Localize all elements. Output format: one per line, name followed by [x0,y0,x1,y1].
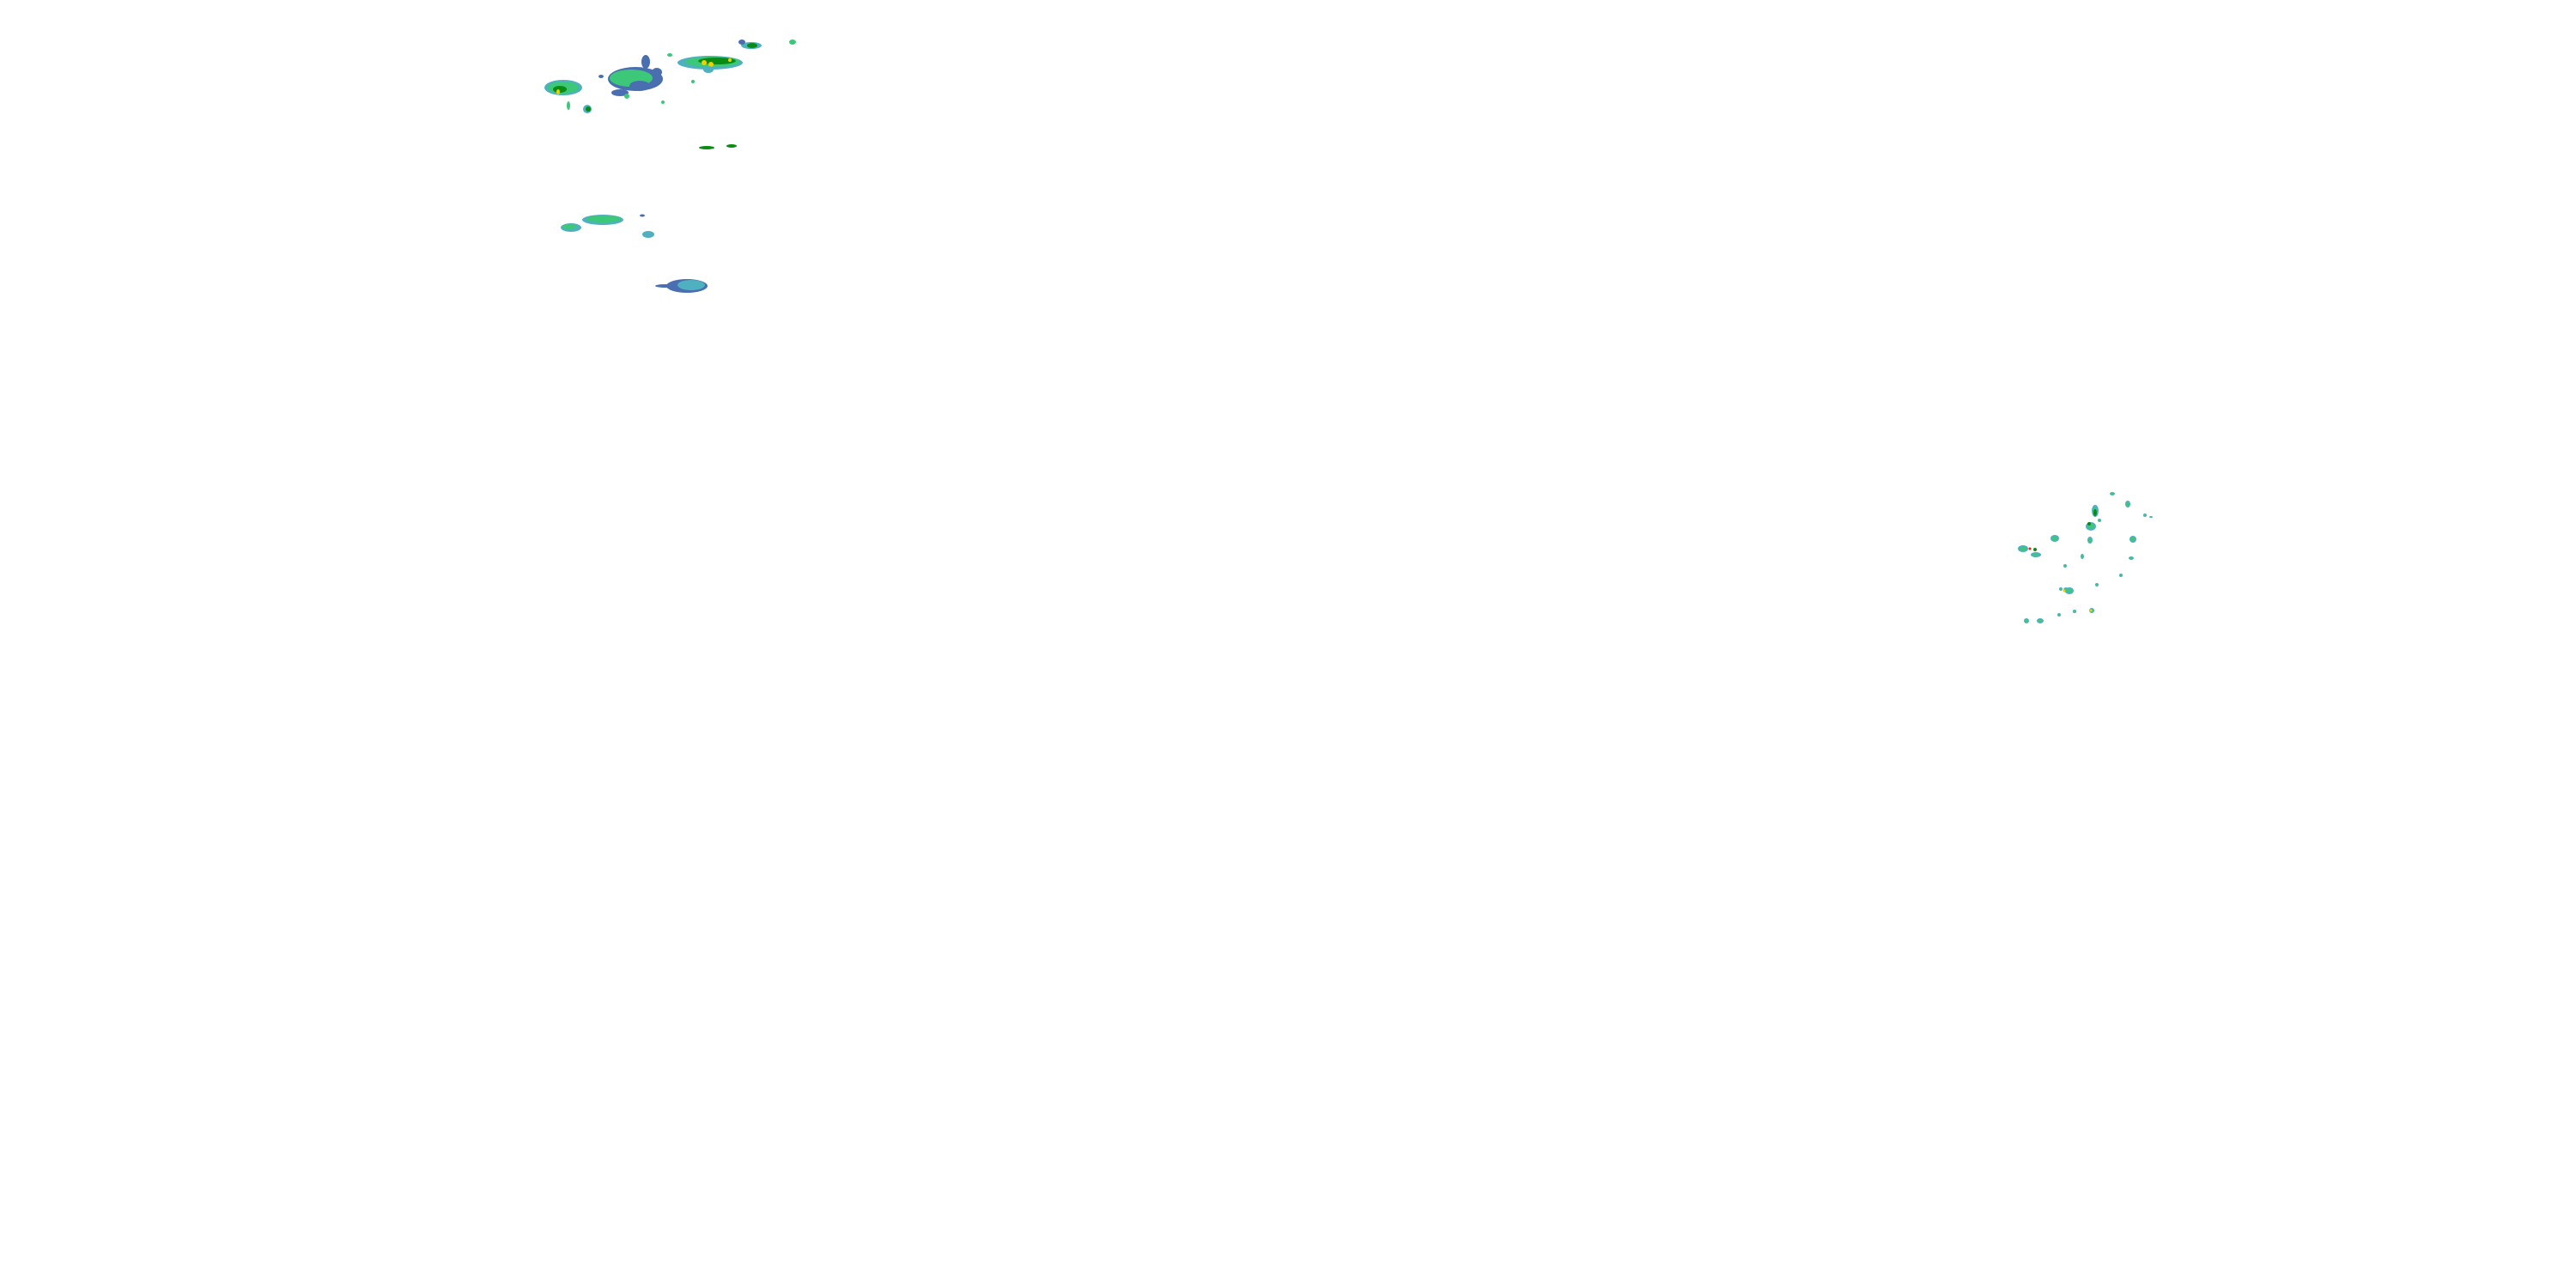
precipitation-cell [667,53,672,57]
precipitation-cell [586,216,621,222]
precipitation-cell [661,100,665,104]
precipitation-cell [642,231,654,238]
precipitation-cell [2033,548,2037,551]
precipitation-cell [747,43,757,48]
precipitation-cell [652,68,662,76]
precipitation-cell [611,89,629,96]
precipitation-cell [702,60,707,65]
precipitation-cell [2093,509,2097,516]
precipitation-cell [2126,501,2129,507]
precipitation-cell [567,101,570,110]
precipitation-cell [2052,536,2057,541]
precipitation-cell [655,284,676,288]
precipitation-cell [789,39,796,45]
precipitation-cell [698,58,736,64]
precipitation-cell [2028,547,2032,550]
precipitation-cell [2081,555,2084,558]
precipitation-cell [708,62,714,67]
precipitation-cell [2057,613,2061,617]
precipitation-cell [691,80,695,83]
precipitation-cell [2063,564,2067,568]
precipitation-cell [641,55,650,69]
precipitation-cell [726,144,737,148]
precipitation-cell [624,94,629,99]
precipitation-cell [2098,519,2101,522]
precipitation-cell [2095,583,2099,586]
precipitation-cell [728,58,732,62]
precipitation-cell [2089,609,2093,612]
precipitation-cell [553,86,567,93]
precipitation-cell [2143,513,2147,517]
precipitation-cell [2111,492,2114,495]
precipitation-cell [2063,589,2066,592]
precipitation-cell [699,146,714,149]
precipitation-cell [2087,522,2091,526]
precipitation-cell [2038,619,2043,623]
precipitation-cell [2149,516,2153,518]
precipitation-cell [738,39,745,45]
precipitation-cell [2129,556,2133,560]
precipitation-cell [562,224,576,229]
precipitation-cell [677,280,705,290]
precipitation-cell [2033,554,2037,557]
precipitation-cell [703,66,714,73]
precipitation-cell [2020,546,2026,551]
precipitation-cell [2073,610,2076,613]
precipitation-cell [598,75,604,78]
precipitation-cell [586,106,591,112]
precipitation-cell [629,81,650,91]
precipitation-cell [2130,537,2136,542]
precipitation-cell [2119,574,2123,577]
precipitation-cell [556,89,560,94]
precipitation-cell [2025,619,2028,623]
precipitation-cell [2059,587,2063,591]
precipitation-cell [2088,538,2092,543]
precipitation-cell [640,214,645,217]
